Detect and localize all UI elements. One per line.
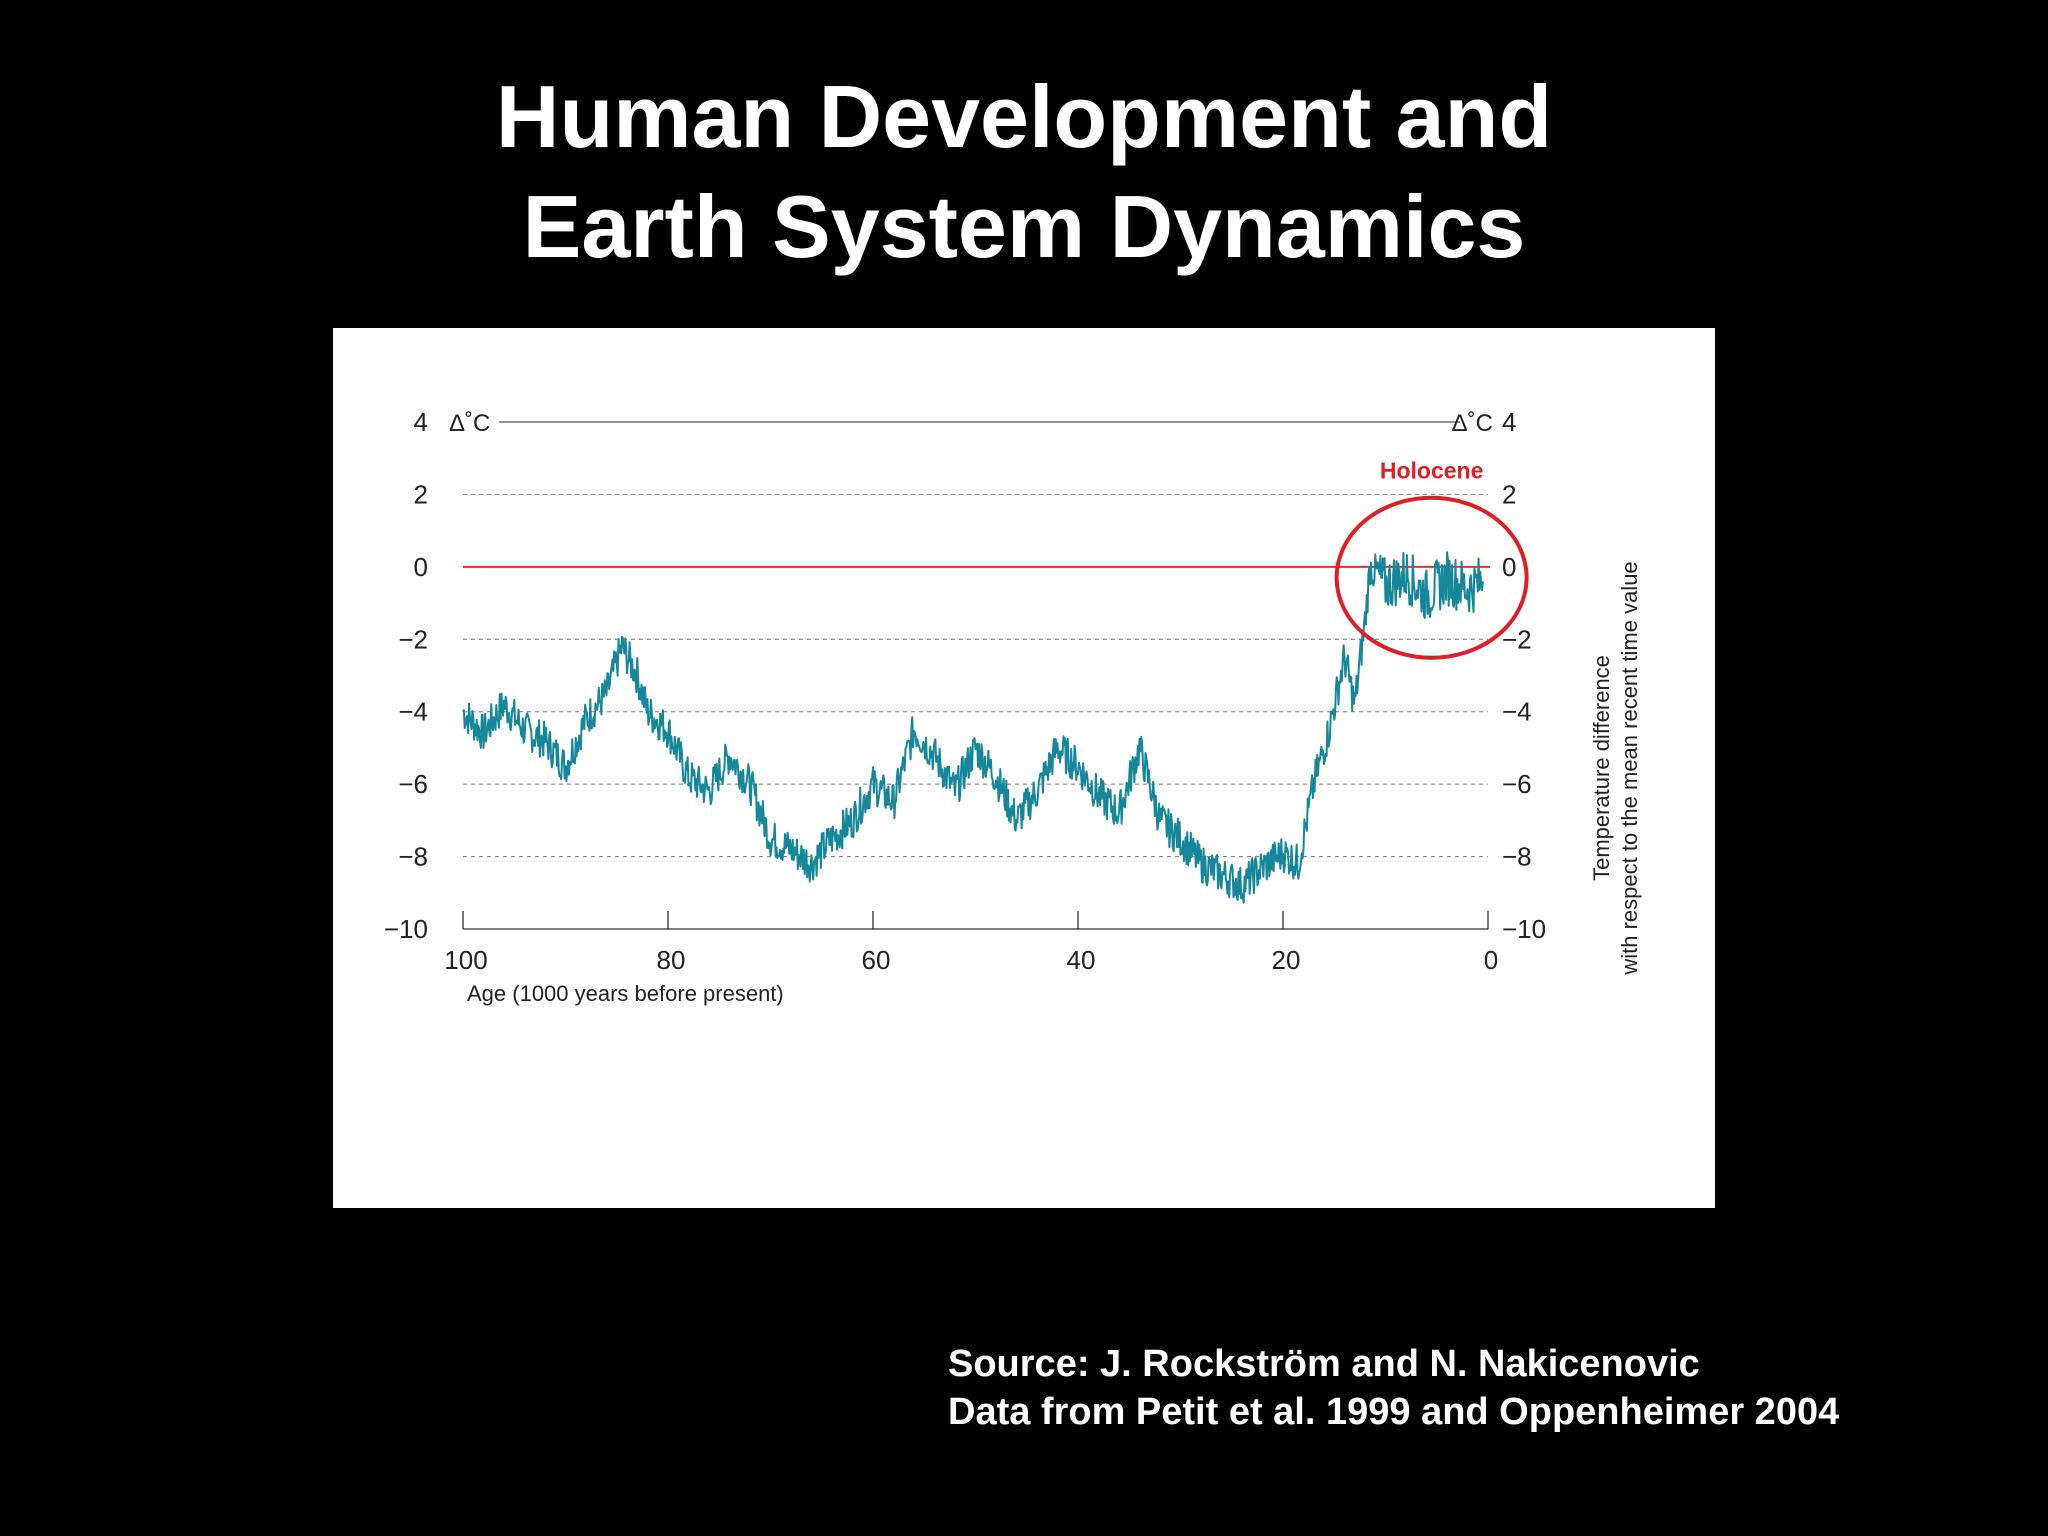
x-tick-label-40: 40 <box>1067 945 1096 975</box>
y-tick-label-right: −6 <box>1502 769 1532 799</box>
y-unit-left: Δ˚C <box>449 410 490 437</box>
y-tick-label-left: −2 <box>398 624 428 654</box>
x-tick-label-60: 60 <box>862 945 891 975</box>
y-tick-label-left: −10 <box>384 914 428 944</box>
y-axis-label-line-2: with respect to the mean recent time val… <box>1617 561 1642 975</box>
x-tick-label-0: 0 <box>1484 945 1498 975</box>
y-tick-label-left: −6 <box>398 769 428 799</box>
x-axis-label: Age (1000 years before present) <box>467 981 784 1006</box>
y-tick-label-left: −8 <box>398 842 428 872</box>
y-tick-label-left: 0 <box>414 552 428 582</box>
y-tick-label-left: 4 <box>414 407 428 437</box>
y-tick-label-right: −4 <box>1502 697 1532 727</box>
y-tick-label-right: −10 <box>1502 914 1546 944</box>
y-tick-label-right: 4 <box>1502 407 1516 437</box>
y-tick-label-left: −4 <box>398 697 428 727</box>
holocene-label: Holocene <box>1380 458 1484 484</box>
slide-title: Human Development and Earth System Dynam… <box>0 62 2048 282</box>
source-line-2: Data from Petit et al. 1999 and Oppenhei… <box>948 1391 1840 1433</box>
gridlines <box>463 421 1488 858</box>
axis-ticks: 100 80 60 40 20 04 42 20 0−2 −2−4 −4−6 −6−8 −8−10 −10 <box>384 407 1546 975</box>
source-credit: Source: J. Rockström and N. Nakicenovic … <box>948 1340 1839 1436</box>
y-axis-label-line-1: Temperature difference <box>1589 655 1614 881</box>
y-tick-label-right: −8 <box>1502 842 1532 872</box>
y-tick-label-right: 2 <box>1502 479 1516 509</box>
source-line-1: Source: J. Rockström and N. Nakicenovic <box>948 1343 1700 1385</box>
holocene-circle <box>1334 495 1529 660</box>
temperature-series-line <box>462 551 1484 904</box>
chart-panel: Holocene 100 80 60 40 20 0 4 4 2 2 0 0 −2 −2 −4 −4 −6 −6−… <box>333 328 1715 1208</box>
y-unit-right: Δ˚C <box>1452 410 1493 437</box>
x-tick-label-80: 80 <box>657 945 686 975</box>
y-axis-label: Temperature difference with respect to t… <box>1589 561 1642 975</box>
y-tick-label-left: 2 <box>414 479 428 509</box>
slide-title-line-1: Human Development and <box>495 67 1553 166</box>
series-layer <box>462 551 1484 904</box>
y-tick-label-right: −2 <box>1502 624 1532 654</box>
y-tick-label-right: 0 <box>1502 552 1516 582</box>
slide-title-line-2: Earth System Dynamics <box>522 177 1526 276</box>
x-tick-label-20: 20 <box>1272 945 1301 975</box>
temperature-chart: Holocene 100 80 60 40 20 04 42 20 0−2 −2−4 −4−6 −6−… <box>384 407 1642 1006</box>
x-tick-label-100: 100 <box>444 945 487 975</box>
